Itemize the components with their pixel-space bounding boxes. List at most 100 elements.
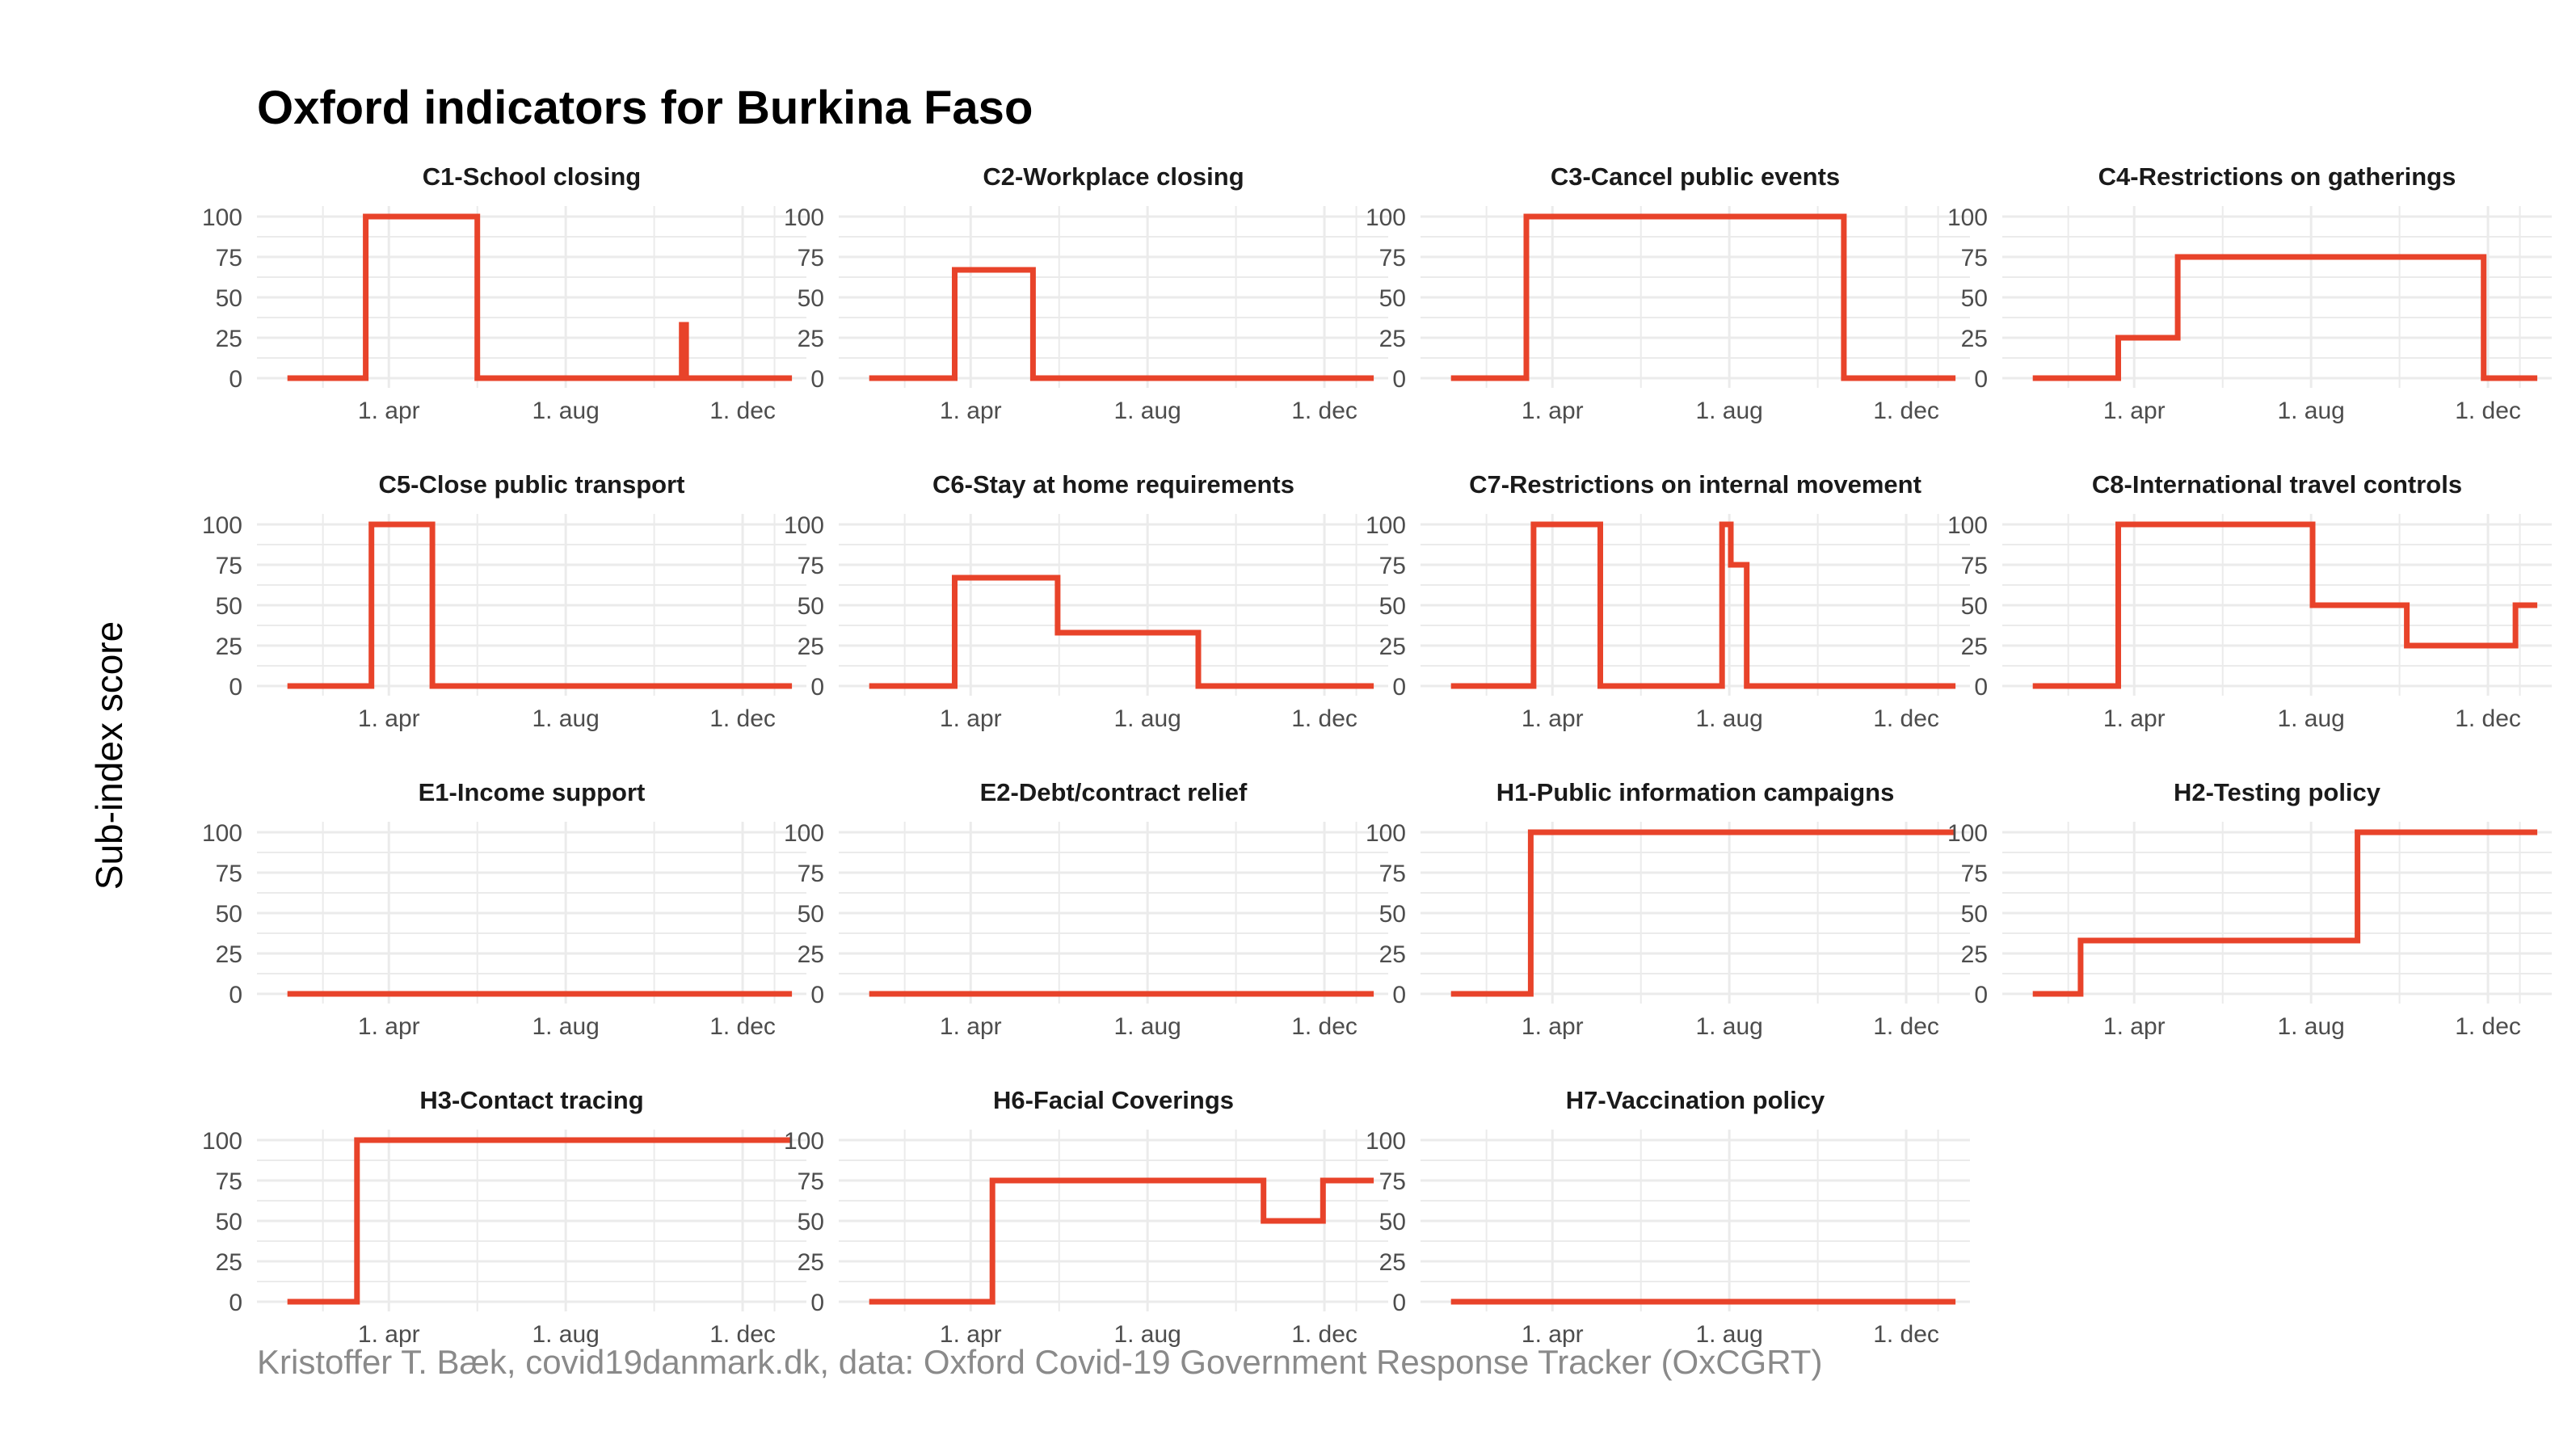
y-tick-label: 0 (1974, 674, 1988, 701)
x-tick-label: 1. apr (358, 1013, 420, 1040)
y-tick-label: 25 (216, 633, 242, 660)
x-tick-label: 1. dec (2455, 1013, 2521, 1040)
y-tick-label: 50 (798, 1209, 824, 1235)
y-tick-label: 50 (216, 1209, 242, 1235)
x-tick-label: 1. apr (1522, 398, 1584, 424)
x-tick-label: 1. dec (1291, 1013, 1357, 1040)
facet-title: H6-Facial Coverings (993, 1086, 1234, 1114)
y-tick-label: 100 (784, 512, 824, 539)
y-tick-label: 50 (1379, 593, 1406, 620)
y-tick-label: 25 (1379, 1249, 1406, 1276)
y-tick-label: 100 (1366, 820, 1406, 847)
x-tick-label: 1. aug (2277, 1013, 2344, 1040)
x-tick-label: 1. dec (709, 1013, 776, 1040)
y-tick-label: 75 (798, 1168, 824, 1195)
series-line (869, 267, 1374, 381)
y-tick-label: 25 (798, 1249, 824, 1276)
y-tick-label: 75 (216, 861, 242, 887)
facet-title: E2-Debt/contract relief (980, 778, 1248, 806)
x-tick-label: 1. apr (940, 1013, 1002, 1040)
x-tick-label: 1. apr (2103, 1013, 2166, 1040)
facet-title: C6-Stay at home requirements (932, 470, 1294, 499)
y-tick-label: 75 (1961, 553, 1988, 579)
x-tick-label: 1. dec (2455, 705, 2521, 732)
y-tick-label: 50 (1961, 285, 1988, 312)
facet-title: C5-Close public transport (379, 470, 685, 499)
y-tick-label: 75 (798, 245, 824, 271)
y-tick-label: 25 (1379, 326, 1406, 352)
facet-panel: 0 25 50 75 100 1. apr 1. aug 1. dec C4-Restricti… (1947, 162, 2552, 424)
y-tick-label: 25 (216, 326, 242, 352)
y-tick-label: 100 (1947, 820, 1988, 847)
facet-panel: 0 25 50 75 100 1. apr 1. aug 1. dec C6-Stay at h… (784, 470, 1388, 732)
x-tick-label: 1. aug (2277, 398, 2344, 424)
y-tick-label: 0 (1392, 674, 1406, 701)
x-tick-label: 1. apr (358, 1321, 420, 1348)
series-line (2032, 254, 2538, 381)
facet-title: C8-International travel controls (2092, 470, 2462, 499)
facet-title: H7-Vaccination policy (1566, 1086, 1825, 1114)
facet-title: C7-Restrictions on internal movement (1469, 470, 1921, 499)
facet-panel: 0 25 50 75 100 1. apr 1. aug 1. dec H2-Testing p… (1947, 778, 2552, 1040)
y-tick-label: 75 (1379, 553, 1406, 579)
y-tick-label: 50 (798, 593, 824, 620)
x-tick-label: 1. aug (1695, 1321, 1762, 1348)
y-tick-label: 100 (1366, 512, 1406, 539)
chart-title: Oxford indicators for Burkina Faso (257, 82, 1033, 134)
facet-panel: 0 25 50 75 100 1. apr 1. aug 1. dec C8-Internati… (1947, 470, 2552, 732)
y-tick-label: 50 (798, 285, 824, 312)
series-line (869, 575, 1374, 689)
series-line (1450, 829, 1956, 997)
y-tick-label: 0 (810, 674, 824, 701)
facet-panel: 0 25 50 75 100 1. apr 1. aug 1. dec H7-Vaccinati… (1366, 1086, 1970, 1348)
y-tick-label: 0 (229, 674, 242, 701)
x-tick-label: 1. aug (1113, 1013, 1181, 1040)
x-tick-label: 1. aug (532, 1013, 599, 1040)
x-tick-label: 1. apr (2103, 398, 2166, 424)
y-tick-label: 100 (202, 204, 242, 231)
x-tick-label: 1. aug (1695, 705, 1762, 732)
series-line (2032, 521, 2538, 689)
y-tick-label: 100 (1947, 204, 1988, 231)
x-tick-label: 1. dec (1291, 398, 1357, 424)
y-tick-label: 100 (784, 1128, 824, 1155)
y-tick-label: 25 (216, 941, 242, 968)
facet-panel: 0 25 50 75 100 1. apr 1. aug 1. dec H1-Public in… (1366, 778, 1970, 1040)
x-tick-label: 1. aug (532, 705, 599, 732)
x-tick-label: 1. apr (940, 705, 1002, 732)
y-tick-label: 100 (202, 1128, 242, 1155)
y-tick-label: 25 (1961, 941, 1988, 968)
x-tick-label: 1. aug (532, 1321, 599, 1348)
y-tick-label: 25 (798, 941, 824, 968)
x-tick-label: 1. dec (1873, 398, 1939, 424)
y-tick-label: 50 (216, 901, 242, 928)
y-tick-label: 50 (1379, 901, 1406, 928)
y-tick-label: 75 (1961, 861, 1988, 887)
facet-panel: 0 25 50 75 100 1. apr 1. aug 1. dec E1-Income su… (202, 778, 806, 1040)
x-tick-label: 1. aug (1113, 705, 1181, 732)
x-tick-label: 1. dec (1873, 1321, 1939, 1348)
y-tick-label: 50 (1961, 593, 1988, 620)
y-tick-label: 0 (1392, 1290, 1406, 1316)
x-tick-label: 1. apr (358, 398, 420, 424)
x-tick-label: 1. dec (709, 705, 776, 732)
x-tick-label: 1. dec (1291, 1321, 1357, 1348)
facet-panel: 0 25 50 75 100 1. apr 1. aug 1. dec C3-Cancel pu… (1366, 162, 1970, 424)
x-tick-label: 1. aug (2277, 705, 2344, 732)
y-tick-label: 75 (1379, 245, 1406, 271)
y-tick-label: 75 (798, 861, 824, 887)
facet-panel: 0 25 50 75 100 1. apr 1. aug 1. dec H6-Facial Co… (784, 1086, 1388, 1348)
y-tick-label: 75 (798, 553, 824, 579)
y-tick-label: 100 (202, 512, 242, 539)
facet-panel: 0 25 50 75 100 1. apr 1. aug 1. dec H3-Contact t… (202, 1086, 806, 1348)
facet-title: H3-Contact tracing (419, 1086, 643, 1114)
facet-title: C3-Cancel public events (1551, 162, 1840, 191)
facet-panel: 0 25 50 75 100 1. apr 1. aug 1. dec C2-Workplace… (784, 162, 1388, 424)
series-line (287, 521, 793, 689)
y-tick-label: 0 (810, 1290, 824, 1316)
x-tick-label: 1. dec (1291, 705, 1357, 732)
y-tick-label: 75 (216, 245, 242, 271)
y-tick-label: 50 (1961, 901, 1988, 928)
x-tick-label: 1. apr (358, 705, 420, 732)
y-tick-label: 25 (1961, 326, 1988, 352)
